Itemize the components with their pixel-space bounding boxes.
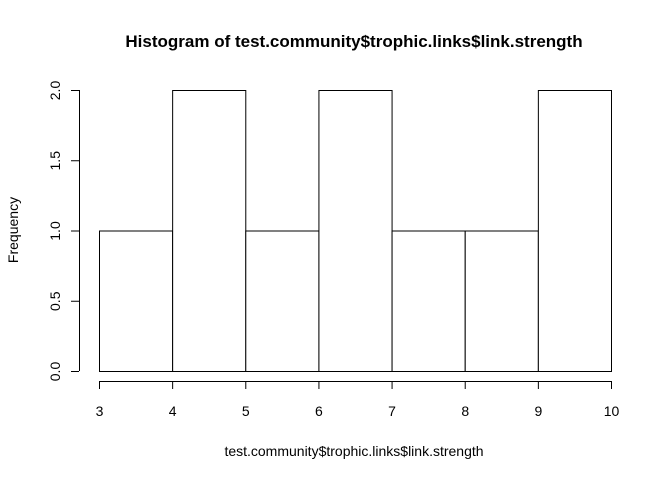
histogram-bar-5 [391,230,466,372]
chart-title: Histogram of test.community$trophic.link… [125,32,582,51]
x-tick-label-10: 10 [604,403,620,419]
histogram-bar-7 [537,90,612,372]
y-tick-label-1.5: 1.5 [47,151,63,171]
x-tick-label-8: 8 [461,403,469,419]
y-tick-label-2.0: 2.0 [47,81,63,101]
x-tick-label-4: 4 [169,403,177,419]
x-axis-label: test.community$trophic.links$link.streng… [224,443,483,459]
histogram-bar-4 [318,90,393,372]
y-tick-label-0.0: 0.0 [47,362,63,382]
x-tick-label-3: 3 [96,403,104,419]
bars-group [99,90,612,372]
y-axis: 0.0 0.5 1.0 1.5 2.0 [47,81,80,382]
x-axis: 3 4 5 6 7 8 9 10 [96,381,620,419]
x-tick-label-6: 6 [315,403,323,419]
histogram-bar-6 [464,230,539,372]
histogram-bar-1 [99,230,174,372]
x-tick-label-5: 5 [242,403,250,419]
y-tick-label-0.5: 0.5 [47,291,63,311]
histogram-bar-2 [172,90,247,372]
x-tick-label-9: 9 [534,403,542,419]
y-tick-label-1.0: 1.0 [47,221,63,241]
histogram-bar-3 [245,230,320,372]
x-tick-label-7: 7 [388,403,396,419]
y-axis-label: Frequency [5,197,21,263]
